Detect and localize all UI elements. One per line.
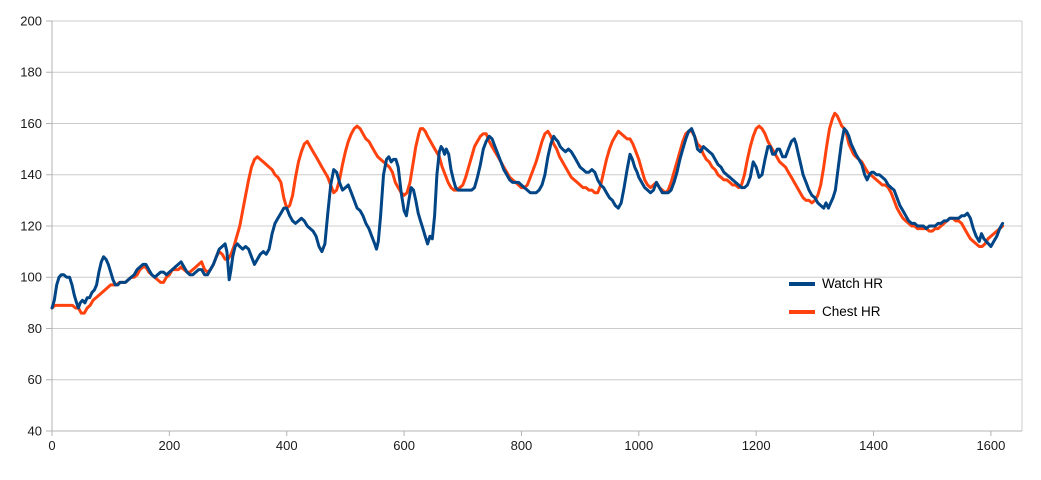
series-line-watch-hr (50, 127, 1005, 310)
watch-hr-line-swatch (789, 281, 815, 286)
legend-label-watch-hr: Watch HR (822, 276, 884, 291)
legend-item-watch-hr: Watch HR (789, 275, 883, 292)
x-tick-label: 1400 (859, 438, 888, 453)
y-tick-label: 60 (28, 372, 42, 387)
x-tick-label: 1200 (742, 438, 771, 453)
y-tick-label: 80 (28, 321, 42, 336)
y-tick-label: 140 (20, 167, 42, 182)
legend-label-chest-hr: Chest HR (822, 304, 881, 319)
y-tick-label: 120 (20, 218, 42, 233)
x-tick-label: 400 (276, 438, 298, 453)
y-tick-label: 200 (20, 13, 42, 28)
x-tick-label: 1600 (976, 438, 1005, 453)
x-tick-label: 800 (511, 438, 533, 453)
y-tick-label: 40 (28, 423, 42, 438)
x-tick-label: 600 (393, 438, 415, 453)
y-tick-label: 180 (20, 65, 42, 80)
x-tick-label: 0 (48, 438, 55, 453)
y-tick-label: 160 (20, 116, 42, 131)
y-tick-label: 100 (20, 270, 42, 285)
legend-item-chest-hr: Chest HR (789, 303, 883, 320)
x-tick-label: 200 (159, 438, 181, 453)
legend: Watch HR Chest HR (789, 275, 883, 320)
chest-hr-line-swatch (789, 309, 815, 314)
x-tick-label: 1000 (624, 438, 653, 453)
